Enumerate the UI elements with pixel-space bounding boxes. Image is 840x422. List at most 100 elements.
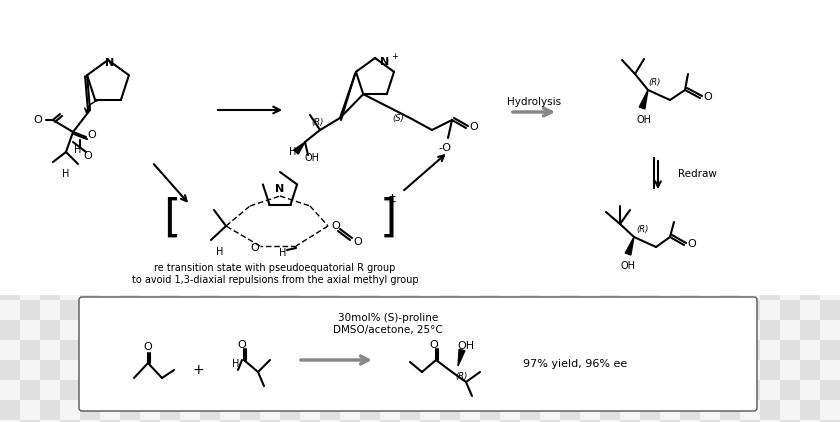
Bar [420, 80, 440, 100]
Bar [240, 60, 260, 80]
Bar [60, 300, 80, 320]
Bar [760, 80, 780, 100]
Bar [240, 400, 260, 420]
Bar [320, 200, 340, 220]
Bar [200, 280, 220, 300]
Bar [120, 260, 140, 280]
Text: O: O [470, 122, 478, 132]
Bar [560, 320, 580, 340]
Text: H: H [280, 248, 286, 258]
Bar [160, 280, 180, 300]
Bar [120, 0, 140, 20]
Bar [80, 220, 100, 240]
Bar [340, 180, 360, 200]
Bar [300, 260, 320, 280]
Bar [300, 160, 320, 180]
Bar [200, 400, 220, 420]
Bar [600, 140, 620, 160]
Bar [60, 240, 80, 260]
Bar [700, 380, 720, 400]
Bar [40, 180, 60, 200]
Bar [620, 360, 640, 380]
Bar [560, 0, 580, 20]
Bar [200, 0, 220, 20]
Bar [360, 140, 380, 160]
Bar [0, 420, 20, 422]
Bar [480, 120, 500, 140]
Bar [40, 20, 60, 40]
Bar [220, 320, 240, 340]
Bar [800, 180, 820, 200]
Bar [460, 20, 480, 40]
Bar [460, 0, 480, 20]
Text: O: O [238, 340, 246, 350]
Bar [600, 60, 620, 80]
Bar [520, 240, 540, 260]
Bar [200, 200, 220, 220]
Bar [820, 160, 840, 180]
Bar [560, 360, 580, 380]
Bar [220, 20, 240, 40]
Bar [320, 20, 340, 40]
Bar [340, 60, 360, 80]
Bar [440, 260, 460, 280]
Bar [440, 400, 460, 420]
Bar [440, 120, 460, 140]
Bar [740, 40, 760, 60]
Bar [460, 220, 480, 240]
Bar [320, 280, 340, 300]
Bar [800, 260, 820, 280]
Bar [620, 20, 640, 40]
Bar [760, 40, 780, 60]
Bar [680, 60, 700, 80]
Bar [180, 120, 200, 140]
Bar [640, 320, 660, 340]
Bar [20, 220, 40, 240]
Bar [320, 80, 340, 100]
Bar [580, 20, 600, 40]
Bar [340, 400, 360, 420]
Bar [100, 260, 120, 280]
Bar [360, 320, 380, 340]
Text: H: H [217, 247, 223, 257]
Bar [420, 120, 440, 140]
Bar [700, 240, 720, 260]
Bar [540, 400, 560, 420]
Bar [520, 180, 540, 200]
Bar [420, 420, 440, 422]
Bar [100, 120, 120, 140]
Bar [640, 140, 660, 160]
Bar [640, 260, 660, 280]
Bar [580, 120, 600, 140]
Bar [460, 140, 480, 160]
Bar [40, 380, 60, 400]
Bar [760, 420, 780, 422]
Bar [540, 0, 560, 20]
Bar [660, 140, 680, 160]
Text: (R): (R) [456, 371, 468, 381]
Bar [500, 420, 520, 422]
Bar [640, 300, 660, 320]
Bar [460, 200, 480, 220]
Bar [120, 140, 140, 160]
Bar [300, 120, 320, 140]
Bar [520, 120, 540, 140]
Bar [240, 40, 260, 60]
Bar [0, 160, 20, 180]
Bar [0, 380, 20, 400]
Bar [540, 220, 560, 240]
Bar [780, 80, 800, 100]
Bar [260, 380, 280, 400]
Bar [200, 380, 220, 400]
Bar [140, 220, 160, 240]
Bar [500, 0, 520, 20]
Text: Redraw: Redraw [678, 169, 717, 179]
Bar [780, 100, 800, 120]
Bar [200, 20, 220, 40]
Bar [720, 420, 740, 422]
Bar [780, 380, 800, 400]
Bar [560, 100, 580, 120]
Bar [200, 240, 220, 260]
Bar [740, 420, 760, 422]
Bar [600, 420, 620, 422]
